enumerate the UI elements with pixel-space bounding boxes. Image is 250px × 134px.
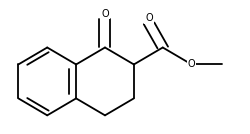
Text: O: O: [101, 9, 109, 19]
Text: O: O: [145, 13, 153, 23]
Text: O: O: [188, 59, 196, 69]
